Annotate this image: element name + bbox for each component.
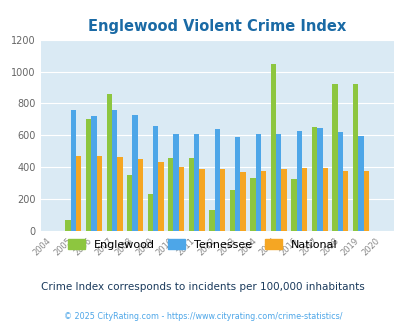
Bar — [332, 84, 337, 231]
Bar — [117, 157, 122, 231]
Bar — [194, 134, 199, 231]
Bar — [240, 172, 245, 231]
Title: Englewood Violent Crime Index: Englewood Violent Crime Index — [88, 19, 345, 34]
Bar — [153, 126, 158, 231]
Bar — [342, 171, 347, 231]
Bar — [255, 134, 260, 231]
Bar — [260, 171, 266, 231]
Bar — [357, 136, 363, 231]
Bar — [173, 134, 178, 231]
Bar — [127, 175, 132, 231]
Bar — [65, 220, 70, 231]
Bar — [301, 168, 307, 231]
Bar — [86, 119, 91, 231]
Bar — [275, 134, 281, 231]
Bar — [291, 179, 296, 231]
Bar — [234, 137, 240, 231]
Bar — [220, 169, 225, 231]
Text: © 2025 CityRating.com - https://www.cityrating.com/crime-statistics/: © 2025 CityRating.com - https://www.city… — [64, 312, 341, 321]
Bar — [96, 156, 102, 231]
Bar — [70, 110, 76, 231]
Bar — [281, 169, 286, 231]
Bar — [132, 115, 137, 231]
Bar — [91, 116, 96, 231]
Bar — [337, 132, 342, 231]
Bar — [178, 167, 184, 231]
Bar — [249, 178, 255, 231]
Bar — [209, 210, 214, 231]
Legend: Englewood, Tennessee, National: Englewood, Tennessee, National — [65, 236, 340, 253]
Bar — [147, 194, 153, 231]
Bar — [137, 159, 143, 231]
Text: Crime Index corresponds to incidents per 100,000 inhabitants: Crime Index corresponds to incidents per… — [41, 282, 364, 292]
Bar — [214, 129, 220, 231]
Bar — [316, 128, 322, 231]
Bar — [168, 158, 173, 231]
Bar — [270, 64, 275, 231]
Bar — [112, 110, 117, 231]
Bar — [322, 168, 327, 231]
Bar — [296, 130, 301, 231]
Bar — [158, 162, 163, 231]
Bar — [311, 127, 316, 231]
Bar — [199, 169, 204, 231]
Bar — [188, 158, 194, 231]
Bar — [106, 94, 112, 231]
Bar — [363, 171, 368, 231]
Bar — [229, 189, 234, 231]
Bar — [352, 84, 357, 231]
Bar — [76, 156, 81, 231]
